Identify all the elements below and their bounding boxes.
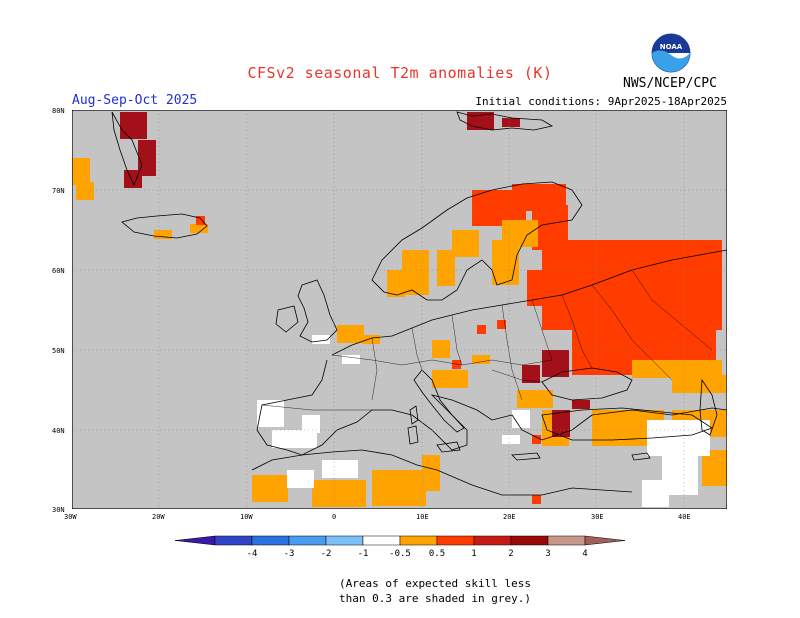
- colorbar-box: [399, 535, 438, 546]
- colorbar-label: -2: [321, 549, 332, 559]
- anomaly-cell: [337, 325, 364, 343]
- initial-conditions: Initial conditions: 9Apr2025-18Apr2025: [475, 95, 727, 108]
- anomaly-cell: [632, 360, 722, 378]
- colorbar-label: 0.5: [429, 549, 445, 559]
- country-borders: [261, 269, 713, 411]
- skill-note-line1: (Areas of expected skill less: [338, 577, 532, 590]
- agency-label: NWS/NCEP/CPC: [623, 76, 717, 91]
- lon-label: 30E: [591, 513, 604, 521]
- colorbar-box: [473, 535, 512, 546]
- anomaly-cell: [252, 475, 288, 502]
- anomaly-cell: [402, 250, 429, 295]
- anomaly-cell: [432, 340, 450, 358]
- map-title: CFSv2 seasonal T2m anomalies (K): [247, 64, 553, 82]
- anomaly-cell: [452, 230, 479, 257]
- colorbar-box: [510, 535, 549, 546]
- colorbar-label: 1: [471, 549, 476, 559]
- anomaly-cell: [76, 182, 94, 200]
- lat-label: 40N: [52, 427, 65, 435]
- anomaly-cell: [467, 112, 494, 130]
- anomaly-cell: [542, 240, 722, 330]
- anomaly-cell: [472, 355, 490, 364]
- lon-label: 10W: [240, 513, 253, 521]
- colorbar-label: -1: [358, 549, 369, 559]
- anomaly-cell: [302, 415, 320, 433]
- colorbar-box: [214, 535, 253, 546]
- anomaly-cell: [120, 112, 147, 139]
- colorbar-box: [436, 535, 475, 546]
- coastlines: [111, 111, 727, 496]
- anomaly-cell: [287, 470, 314, 488]
- colorbar-lower-extension: [175, 535, 216, 546]
- colorbar-box: [547, 535, 586, 546]
- lat-label: 30N: [52, 506, 65, 514]
- anomaly-cell: [422, 455, 440, 491]
- lon-label: 0: [332, 513, 337, 521]
- anomaly-cell: [387, 270, 405, 297]
- anomaly-cell: [124, 170, 142, 188]
- colorbar-label: 3: [545, 549, 550, 559]
- anomaly-cell: [312, 335, 330, 344]
- colorbar-box: [251, 535, 290, 546]
- colorbar-box: [288, 535, 327, 546]
- anomaly-cell: [342, 355, 360, 364]
- colorbar-label: 2: [508, 549, 513, 559]
- anomaly-cell: [517, 390, 553, 408]
- logo-text: NOAA: [660, 43, 683, 51]
- lon-label: 30W: [64, 513, 77, 521]
- noaa-logo: NOAA: [651, 33, 691, 73]
- anomaly-cell: [532, 495, 541, 504]
- anomaly-cell: [432, 370, 468, 388]
- anomaly-cell: [522, 365, 540, 383]
- anomaly-cell: [502, 435, 520, 444]
- colorbar-boxes: [175, 535, 625, 546]
- colorbar-labels: -4 -3 -2 -1 -0.5 0.5 1 2 3 4: [247, 549, 588, 559]
- skill-note: (Areas of expected skill less than 0.3 a…: [0, 576, 800, 606]
- anomaly-cell: [272, 430, 317, 448]
- colorbar-label: 4: [582, 549, 587, 559]
- anomaly-cell: [322, 460, 358, 478]
- anomaly-cell: [138, 140, 156, 176]
- colorbar-box: [325, 535, 364, 546]
- anomaly-cell: [502, 118, 520, 127]
- lat-label: 50N: [52, 347, 65, 355]
- anomaly-cell: [257, 400, 284, 427]
- anomaly-map: [72, 110, 727, 509]
- lon-label: 20W: [152, 513, 165, 521]
- skill-note-line2: than 0.3 are shaded in grey.): [338, 592, 532, 605]
- anomaly-cells: [72, 112, 727, 507]
- anomaly-cell: [154, 230, 172, 239]
- colorbar-upper-extension: [584, 535, 625, 546]
- lon-label: 40E: [678, 513, 691, 521]
- anomaly-cell: [437, 250, 455, 286]
- lon-label: 10E: [416, 513, 429, 521]
- anomaly-cell: [492, 240, 519, 285]
- anomaly-cell: [497, 320, 506, 329]
- anomaly-cell: [72, 158, 90, 185]
- anomaly-cell: [642, 480, 669, 507]
- anomaly-cell: [477, 325, 486, 334]
- colorbar-box: [362, 535, 401, 546]
- lon-label: 20E: [503, 513, 516, 521]
- anomaly-cell: [190, 224, 208, 233]
- anomaly-cell: [372, 470, 426, 506]
- graticule: [72, 110, 727, 509]
- anomaly-cell: [362, 335, 380, 344]
- colorbar: -4 -3 -2 -1 -0.5 0.5 1 2 3 4: [175, 535, 625, 559]
- anomaly-cell: [452, 360, 461, 369]
- anomaly-cell: [532, 435, 541, 444]
- anomaly-cell: [672, 375, 726, 393]
- forecast-period: Aug-Sep-Oct 2025: [72, 93, 198, 108]
- lat-label: 80N: [52, 107, 65, 115]
- lat-label: 60N: [52, 267, 65, 275]
- anomaly-cell: [312, 480, 366, 507]
- anomaly-cell: [512, 410, 530, 428]
- lat-label: 70N: [52, 187, 65, 195]
- anomaly-cell: [542, 350, 569, 377]
- colorbar-label: -0.5: [389, 549, 411, 559]
- colorbar-label: -3: [284, 549, 295, 559]
- anomaly-cell: [196, 216, 205, 225]
- colorbar-label: -4: [247, 549, 258, 559]
- anomaly-cell: [572, 400, 590, 409]
